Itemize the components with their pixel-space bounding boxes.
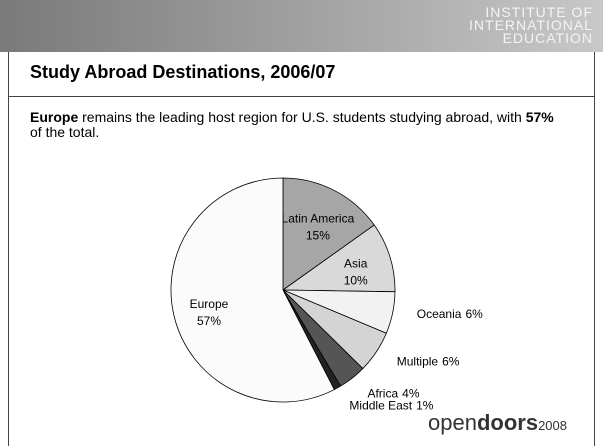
logo-line: INSTITUTE OF xyxy=(485,4,593,20)
slice-label: Oceania 6% xyxy=(417,307,483,321)
logo: INSTITUTE OF INTERNATIONAL EDUCATION xyxy=(469,4,593,46)
frame xyxy=(8,52,595,446)
footer-logo: opendoors2008 xyxy=(428,410,567,436)
category-label: Middle East xyxy=(349,398,412,412)
slice-label: Middle East 1% xyxy=(349,398,433,412)
logo-line: INTERNATIONAL xyxy=(469,17,593,33)
value-label: 6% xyxy=(442,355,460,369)
header-band: INSTITUTE OF INTERNATIONAL EDUCATION xyxy=(0,0,603,52)
emphasis: 57% xyxy=(525,109,554,125)
text: open xyxy=(428,410,477,435)
text: doors xyxy=(476,410,539,435)
title-rule xyxy=(9,96,594,97)
category-label: Africa xyxy=(367,386,398,400)
slice-label: Multiple 6% xyxy=(397,355,460,369)
slide-title: Study Abroad Destinations, 2006/07 xyxy=(30,62,336,82)
value-label: 15% xyxy=(306,228,330,242)
value-label: 1% xyxy=(416,398,434,412)
body-text: Europe remains the leading host region f… xyxy=(30,110,560,140)
slice-label: Europe 57% xyxy=(190,297,229,328)
category-label: Asia xyxy=(344,256,368,270)
emphasis: Europe xyxy=(30,109,79,125)
value-label: 6% xyxy=(465,307,483,321)
pie-slice xyxy=(282,177,375,291)
slice-label: Asia 10% xyxy=(344,256,368,287)
text: remains the leading host region for U.S.… xyxy=(78,109,526,125)
text: 2008 xyxy=(538,418,567,433)
value-label: 57% xyxy=(197,314,221,328)
category-label: Oceania xyxy=(417,307,462,321)
category-label: Multiple xyxy=(397,355,439,369)
category-label: Europe xyxy=(190,297,229,311)
value-label: 4% xyxy=(402,386,420,400)
pie-slice xyxy=(170,177,335,403)
category-label: Latin America xyxy=(282,211,355,225)
pie-slice xyxy=(281,224,396,293)
value-label: 10% xyxy=(344,273,368,287)
slice-label: Africa 4% xyxy=(367,386,419,400)
text: of the total. xyxy=(30,124,100,140)
slice-label: Latin America 15% xyxy=(282,211,355,242)
logo-line: EDUCATION xyxy=(502,30,593,46)
